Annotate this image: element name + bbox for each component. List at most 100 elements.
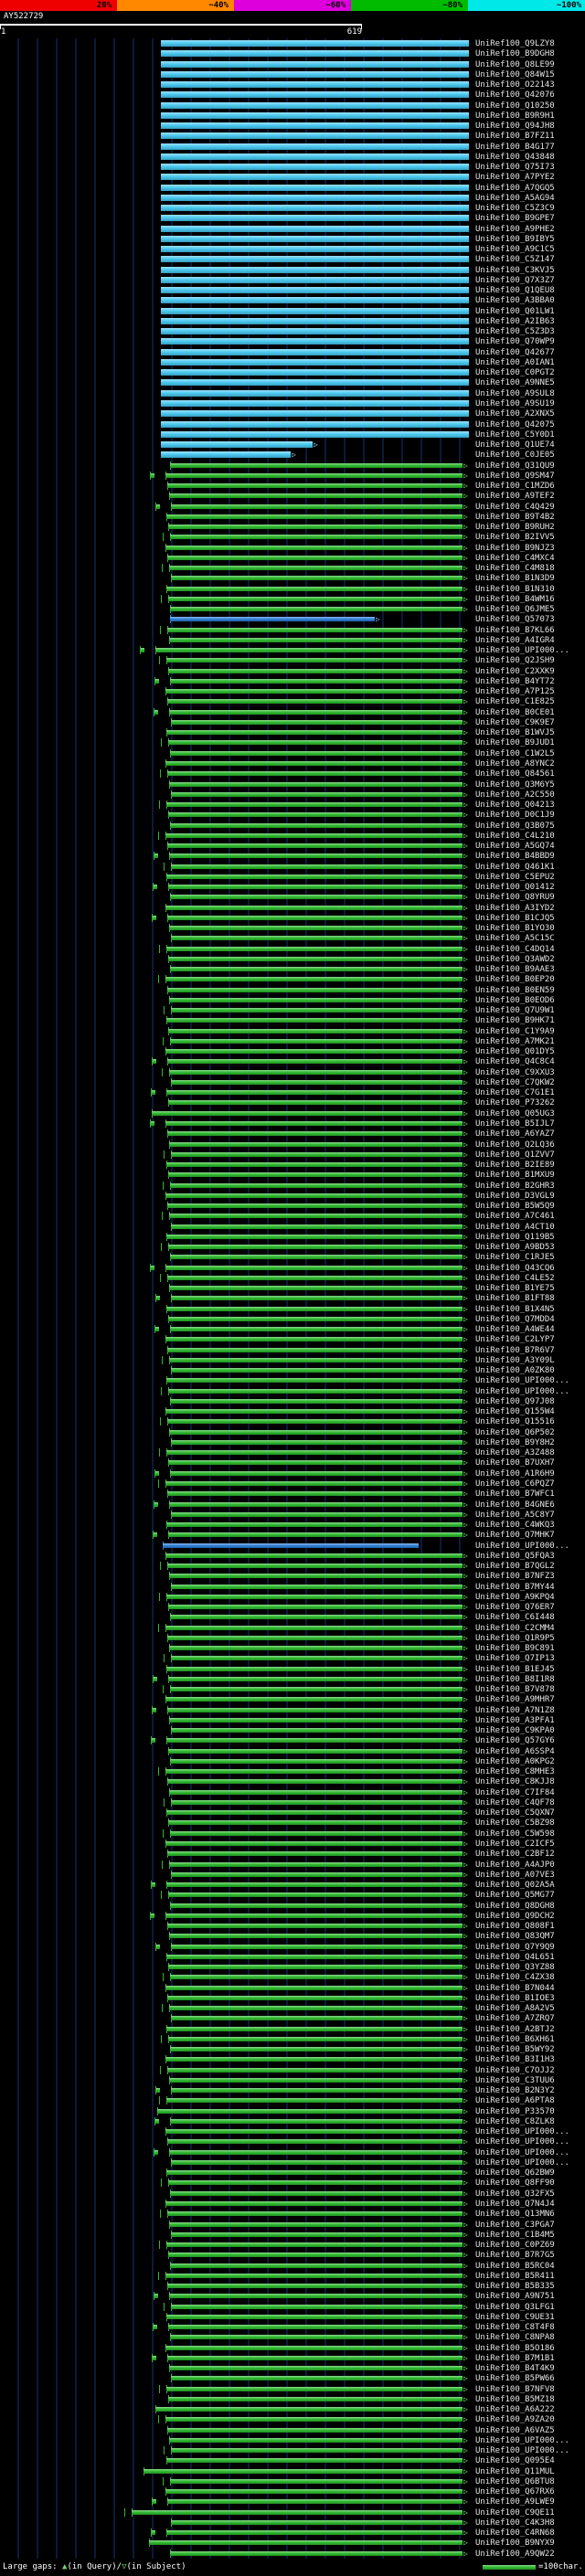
hit-bar[interactable] <box>165 472 463 478</box>
hit-label[interactable]: UniRef100_C4LE52 <box>475 1273 555 1283</box>
hit-bar[interactable] <box>170 2263 463 2268</box>
hit-bar[interactable] <box>169 1214 463 1219</box>
hit-bar[interactable] <box>165 977 463 982</box>
hit-label[interactable]: UniRef100_C0PZ69 <box>475 2241 555 2251</box>
hit-bar[interactable] <box>167 987 463 992</box>
hit-label[interactable]: UniRef100_B7WFC1 <box>475 1489 555 1500</box>
hit-bar[interactable] <box>161 441 313 449</box>
hit-label[interactable]: UniRef100_C9XXU3 <box>475 1067 555 1077</box>
hit-label[interactable]: UniRef100_B9R9H1 <box>475 111 555 121</box>
hit-bar[interactable] <box>170 607 463 612</box>
hit-label[interactable]: UniRef100_C8KJJ8 <box>475 1777 555 1787</box>
hit-label[interactable]: UniRef100_Q97J08 <box>475 1396 555 1406</box>
hit-bar[interactable] <box>167 915 463 920</box>
hit-bar[interactable] <box>169 1861 463 1867</box>
hit-bar[interactable] <box>169 1357 463 1362</box>
hit-label[interactable]: UniRef100_Q84W15 <box>475 69 555 80</box>
hit-label[interactable]: UniRef100_D3VGL9 <box>475 1191 555 1201</box>
hit-label[interactable]: UniRef100_Q42076 <box>475 90 555 101</box>
hit-label[interactable]: UniRef100_Q8YRU9 <box>475 893 555 903</box>
hit-bar[interactable] <box>168 812 463 818</box>
hit-bar[interactable] <box>161 266 469 273</box>
hit-bar[interactable] <box>169 637 463 642</box>
hit-label[interactable]: UniRef100_A7ZRQ7 <box>475 2014 555 2024</box>
hit-bar[interactable] <box>161 389 469 397</box>
hit-bar-fragment[interactable] <box>152 1059 156 1065</box>
hit-bar[interactable] <box>170 1255 463 1260</box>
hit-label[interactable]: UniRef100_Q7N4J4 <box>475 2200 555 2209</box>
hit-bar[interactable] <box>165 2417 463 2422</box>
hit-label[interactable]: UniRef100_Q43CQ6 <box>475 1263 555 1273</box>
hit-label[interactable]: UniRef100_Q4C8C4 <box>475 1057 555 1067</box>
hit-label[interactable]: UniRef100_UPI000... <box>475 2127 569 2137</box>
hit-label[interactable]: UniRef100_A8YNC2 <box>475 759 555 769</box>
hit-bar[interactable] <box>161 133 469 140</box>
hit-label[interactable]: UniRef100_Q3LFG1 <box>475 2302 555 2312</box>
hit-label[interactable]: UniRef100_Q01412 <box>475 883 555 893</box>
hit-bar[interactable] <box>168 1100 463 1106</box>
hit-bar[interactable] <box>165 761 463 766</box>
hit-label[interactable]: UniRef100_Q2JSH9 <box>475 656 555 666</box>
hit-label[interactable]: UniRef100_B2IE89 <box>475 1161 555 1171</box>
hit-label[interactable]: UniRef100_A5AG94 <box>475 193 555 203</box>
hit-label[interactable]: UniRef100_Q1R9P5 <box>475 1633 555 1643</box>
hit-bar[interactable] <box>166 2098 463 2104</box>
hit-bar[interactable] <box>161 194 469 201</box>
hit-bar[interactable] <box>169 1934 463 1939</box>
hit-label[interactable]: UniRef100_Q84561 <box>475 769 555 779</box>
hit-bar[interactable] <box>167 2067 463 2072</box>
hit-bar-fragment[interactable] <box>150 1121 154 1126</box>
hit-label[interactable]: UniRef100_A5C8Y7 <box>475 1510 555 1520</box>
hit-bar[interactable] <box>167 1707 463 1712</box>
hit-bar[interactable] <box>161 60 469 68</box>
hit-label[interactable]: UniRef100_Q42075 <box>475 419 555 429</box>
hit-label[interactable]: UniRef100_C2CMM4 <box>475 1623 555 1633</box>
hit-label[interactable]: UniRef100_C1B4M5 <box>475 2230 555 2240</box>
hit-bar[interactable] <box>166 1162 463 1168</box>
hit-bar[interactable] <box>168 740 463 746</box>
hit-bar[interactable] <box>171 1584 463 1589</box>
hit-label[interactable]: UniRef100_C3PGA7 <box>475 2220 555 2230</box>
hit-bar[interactable] <box>165 1337 463 1342</box>
hit-bar[interactable] <box>167 1491 463 1497</box>
hit-label[interactable]: UniRef100_B7QGL2 <box>475 1562 555 1572</box>
hit-label[interactable]: UniRef100_B9Y8H2 <box>475 1437 555 1447</box>
hit-bar[interactable] <box>171 2448 463 2454</box>
hit-label[interactable]: UniRef100_A7PYE2 <box>475 173 555 183</box>
hit-bar[interactable] <box>161 410 469 418</box>
hit-label[interactable]: UniRef100_B9NJZ3 <box>475 543 555 553</box>
hit-label[interactable]: UniRef100_B9NYX9 <box>475 2539 555 2549</box>
hit-label[interactable]: UniRef100_A7P125 <box>475 687 555 697</box>
hit-bar[interactable] <box>161 369 469 376</box>
hit-bar[interactable] <box>169 709 463 715</box>
hit-bar[interactable] <box>167 1203 463 1209</box>
hit-label[interactable]: UniRef100_B1YE75 <box>475 1284 555 1294</box>
hit-label[interactable]: UniRef100_B7M1B1 <box>475 2353 555 2363</box>
hit-bar[interactable] <box>165 1409 463 1415</box>
hit-bar[interactable] <box>170 750 463 756</box>
hit-bar[interactable] <box>169 781 463 787</box>
hit-bar[interactable] <box>144 2468 463 2474</box>
hit-bar[interactable] <box>171 1224 463 1229</box>
hit-bar[interactable] <box>161 256 469 263</box>
hit-label[interactable]: UniRef100_Q1UE74 <box>475 440 555 451</box>
hit-label[interactable]: UniRef100_B7FZ11 <box>475 132 555 142</box>
hit-bar[interactable] <box>166 1666 463 1671</box>
hit-bar[interactable] <box>168 596 463 601</box>
hit-bar[interactable] <box>166 1234 463 1239</box>
hit-label[interactable]: UniRef100_Q808F1 <box>475 1922 555 1932</box>
hit-bar[interactable] <box>166 946 463 951</box>
hit-label[interactable]: UniRef100_C7OJJ2 <box>475 2065 555 2075</box>
hit-label[interactable]: UniRef100_C0JE05 <box>475 451 555 461</box>
hit-label[interactable]: UniRef100_B1EJ45 <box>475 1664 555 1674</box>
hit-bar[interactable] <box>169 1141 463 1147</box>
hit-bar[interactable] <box>161 91 469 99</box>
hit-bar[interactable] <box>167 1419 463 1425</box>
hit-bar[interactable] <box>167 2211 463 2217</box>
hit-label[interactable]: UniRef100_A8A2V5 <box>475 2004 555 2014</box>
hit-bar[interactable] <box>149 2540 463 2546</box>
hit-bar[interactable] <box>161 235 469 242</box>
hit-bar-fragment[interactable] <box>153 1532 157 1538</box>
hit-bar[interactable] <box>165 545 463 550</box>
hit-bar[interactable] <box>168 1605 463 1610</box>
